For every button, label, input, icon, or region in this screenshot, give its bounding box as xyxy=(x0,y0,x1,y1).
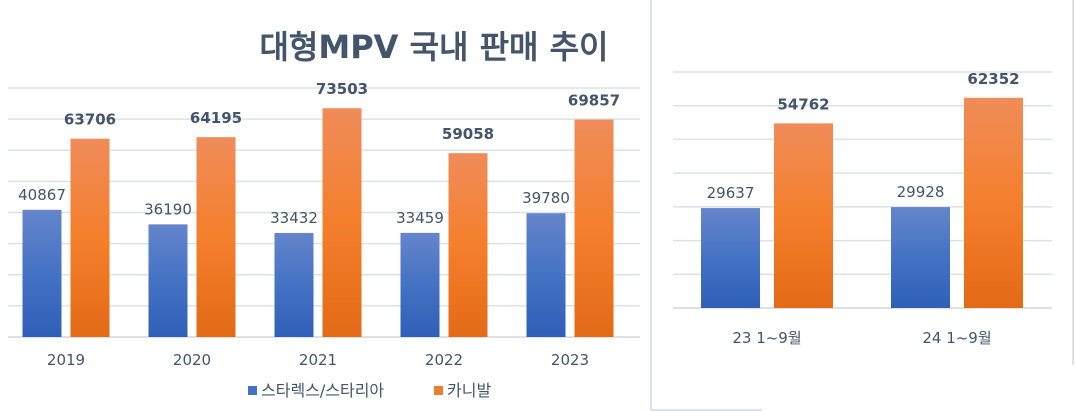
data-label: 36190 xyxy=(144,200,192,218)
data-label: 29637 xyxy=(707,184,755,202)
bar-series2 xyxy=(70,138,110,337)
bar-series1 xyxy=(274,232,314,337)
bar-series2 xyxy=(322,108,362,337)
data-label: 69857 xyxy=(568,92,620,110)
x-tick-label: 2020 xyxy=(173,351,211,369)
data-label: 59058 xyxy=(442,125,494,143)
data-label: 33432 xyxy=(270,209,318,227)
bar-series1 xyxy=(701,208,760,308)
data-label: 73503 xyxy=(316,80,368,98)
bar-series2 xyxy=(196,137,236,337)
bar-series2 xyxy=(448,153,488,337)
x-tick-label: 24 1~9월 xyxy=(922,329,991,347)
x-tick-label: 23 1~9월 xyxy=(732,329,801,347)
data-label: 39780 xyxy=(522,189,570,207)
bar-series1 xyxy=(22,209,62,337)
bar-series2 xyxy=(574,119,614,337)
bar-series1 xyxy=(400,232,440,337)
data-label: 40867 xyxy=(18,186,66,204)
x-tick-label: 2019 xyxy=(47,351,85,369)
legend-swatch-series2 xyxy=(434,386,443,395)
bar-series1 xyxy=(891,207,950,308)
legend: 스타렉스/스타리아 카니발 xyxy=(248,381,491,400)
x-tick-label: 2022 xyxy=(425,351,463,369)
data-label: 64195 xyxy=(190,109,242,127)
bar-series2 xyxy=(964,97,1023,308)
data-label: 63706 xyxy=(64,111,116,129)
bar-series1 xyxy=(148,224,188,337)
legend-label-series2: 카니발 xyxy=(447,381,491,400)
data-label: 62352 xyxy=(967,70,1019,88)
x-tick-label: 2021 xyxy=(299,351,337,369)
bar-series2 xyxy=(774,123,833,308)
chart-title: 대형MPV 국내 판매 추이 xyxy=(259,28,608,66)
legend-label-series1: 스타렉스/스타리아 xyxy=(261,381,384,400)
bar-series1 xyxy=(526,213,566,337)
data-label: 54762 xyxy=(777,95,829,113)
data-label: 29928 xyxy=(897,183,945,201)
x-tick-label: 2023 xyxy=(551,351,589,369)
data-label: 33459 xyxy=(396,209,444,227)
legend-swatch-series1 xyxy=(248,386,257,395)
